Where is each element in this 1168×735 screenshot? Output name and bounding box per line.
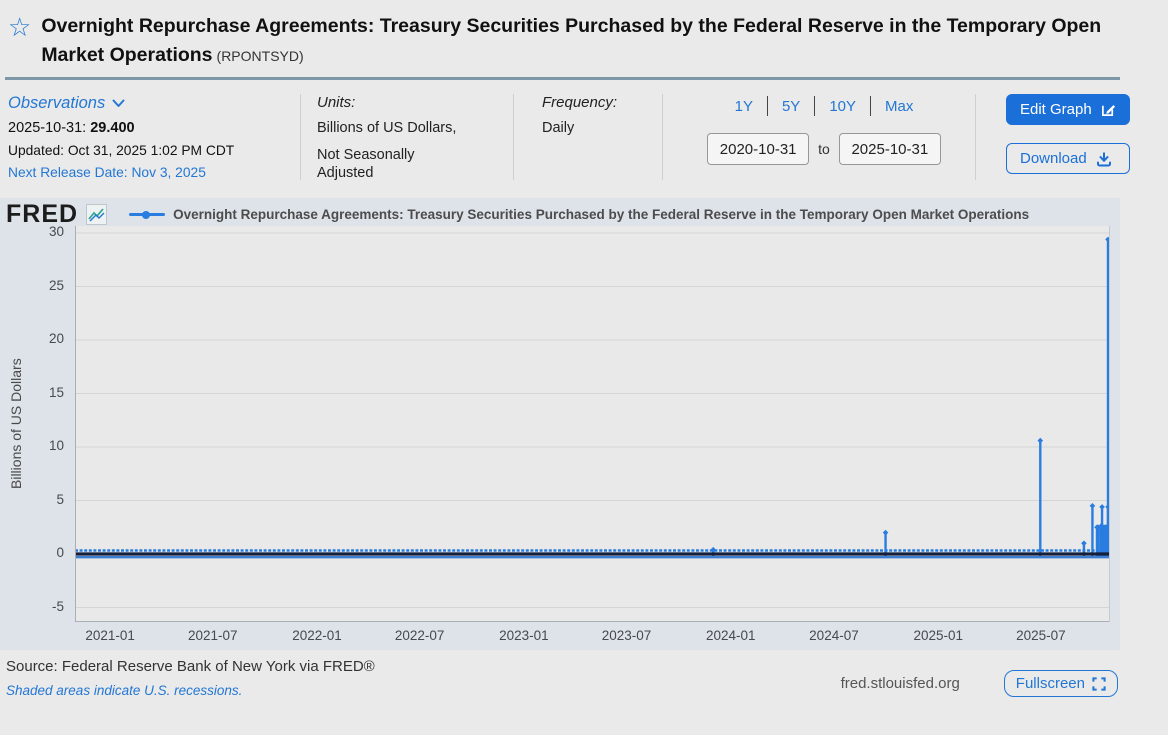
data-point-marker [1037, 438, 1044, 444]
frequency-value: Daily [542, 120, 575, 136]
x-tick-label: 2021-01 [85, 628, 135, 644]
start-date-input[interactable] [707, 133, 810, 165]
observations-column: Observations 2025-10-31: 29.400 Updated:… [8, 92, 300, 182]
x-tick-label: 2023-07 [601, 628, 652, 644]
data-point-marker [1105, 236, 1110, 243]
date-range-to-label: to [818, 141, 830, 157]
range-1y-link[interactable]: 1Y [734, 97, 753, 115]
updated-text: Updated: Oct 31, 2025 1:02 PM CDT [8, 143, 235, 158]
data-point-marker [1089, 503, 1096, 509]
x-tick-label: 2024-01 [706, 628, 756, 644]
latest-observation-value: 29.400 [90, 120, 135, 136]
x-tick-label: 2021-07 [187, 628, 238, 644]
x-tick-label: 2022-07 [394, 628, 445, 644]
edit-graph-button[interactable]: Edit Graph [1006, 94, 1130, 125]
chart-header: FRED Overnight Repurchase Agreements: Tr… [6, 200, 1029, 229]
y-tick-label: 30 [48, 224, 64, 240]
series-header: ☆ Overnight Repurchase Agreements: Treas… [0, 0, 1168, 71]
x-tick-label: 2022-01 [292, 628, 342, 644]
chart-area: FRED Overnight Repurchase Agreements: Tr… [0, 198, 1120, 651]
data-point-marker [1099, 504, 1105, 510]
title-divider [5, 77, 1120, 80]
column-divider [300, 94, 301, 181]
site-domain: fred.stlouisfed.org [840, 675, 960, 693]
edit-icon [1101, 105, 1115, 116]
chevron-down-icon [112, 99, 125, 107]
actions-column: Edit Graph Download [976, 92, 1130, 182]
y-tick-label: 25 [48, 277, 64, 293]
data-point-marker [1081, 540, 1087, 547]
chart-footer: Source: Federal Reserve Bank of New York… [0, 650, 1168, 698]
source-block: Source: Federal Reserve Bank of New York… [6, 658, 375, 698]
x-tick-label: 2025-01 [913, 628, 964, 644]
download-label: Download [1020, 150, 1087, 167]
download-button[interactable]: Download [1006, 143, 1130, 174]
preset-separator [814, 96, 816, 116]
column-divider [513, 94, 514, 181]
range-5y-link[interactable]: 5Y [781, 97, 801, 115]
observations-label: Observations [8, 94, 106, 112]
frequency-column: Frequency: Daily [514, 92, 662, 182]
observations-dropdown[interactable]: Observations [8, 94, 125, 113]
favorite-star-icon[interactable]: ☆ [8, 12, 32, 42]
y-tick-label: 5 [56, 491, 64, 507]
frequency-label: Frequency: [542, 94, 618, 111]
units-value-line1: Billions of US Dollars, [317, 120, 457, 136]
footer-right: fred.stlouisfed.org Fullscreen [840, 670, 1118, 698]
next-release-link[interactable]: Next Release Date: Nov 3, 2025 [8, 165, 206, 180]
y-tick-label: 0 [56, 545, 64, 561]
preset-separator [870, 96, 872, 116]
fullscreen-icon [1092, 677, 1106, 691]
y-tick-label: 15 [48, 384, 64, 400]
page-title: Overnight Repurchase Agreements: Treasur… [41, 12, 1101, 71]
plot-area[interactable] [75, 226, 1110, 623]
x-tick-label: 2023-01 [499, 628, 549, 644]
date-range-column: 1Y 5Y 10Y Max to [663, 92, 975, 182]
series-title-text: Overnight Repurchase Agreements: Treasur… [41, 15, 1102, 66]
y-tick-label: -5 [51, 598, 64, 614]
legend-point-marker [142, 210, 151, 219]
x-tick-label: 2024-07 [809, 628, 859, 644]
date-range-inputs: to [673, 133, 975, 165]
column-divider [662, 94, 663, 181]
latest-observation-date: 2025-10-31: [8, 120, 87, 136]
x-tick-label: 2025-07 [1016, 628, 1066, 644]
range-max-link[interactable]: Max [885, 97, 914, 115]
download-icon [1096, 152, 1111, 166]
y-tick-label: 10 [48, 438, 64, 454]
fred-logo-chart-icon [86, 204, 108, 226]
data-point-marker [882, 530, 889, 536]
units-label: Units: [317, 94, 356, 111]
y-tick-label: 20 [48, 331, 64, 347]
legend-line-marker [129, 210, 166, 219]
latest-observation: 2025-10-31: 29.400 [8, 120, 300, 136]
units-value-line2: Not Seasonally Adjusted [317, 147, 415, 182]
source-text: Source: Federal Reserve Bank of New York… [6, 658, 375, 676]
preset-separator [766, 96, 768, 116]
series-id: (RPONTSYD) [216, 48, 304, 64]
fred-logo[interactable]: FRED [6, 200, 79, 229]
column-divider [975, 94, 976, 181]
end-date-input[interactable] [838, 133, 941, 165]
fullscreen-label: Fullscreen [1015, 675, 1085, 693]
range-10y-link[interactable]: 10Y [829, 97, 857, 115]
edit-graph-label: Edit Graph [1020, 101, 1092, 118]
meta-row: Observations 2025-10-31: 29.400 Updated:… [0, 80, 1168, 192]
fullscreen-button[interactable]: Fullscreen [1003, 670, 1118, 698]
range-presets: 1Y 5Y 10Y Max [673, 96, 975, 116]
plot-background [75, 226, 1110, 623]
units-column: Units: Billions of US Dollars, Not Seaso… [301, 92, 513, 182]
recessions-link[interactable]: Shaded areas indicate U.S. recessions. [6, 683, 243, 699]
legend-label: Overnight Repurchase Agreements: Treasur… [173, 207, 1030, 223]
